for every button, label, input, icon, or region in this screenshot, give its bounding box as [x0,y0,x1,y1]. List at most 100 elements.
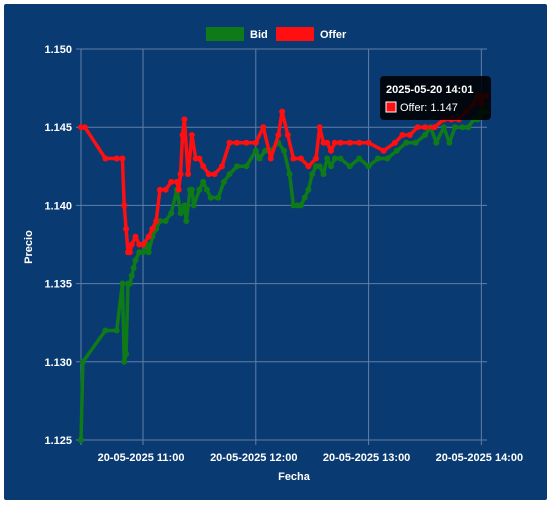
series-layer[interactable] [78,92,490,443]
y-axis-title: Precio [23,230,35,264]
data-point-bid [168,210,175,217]
data-point-bid [200,178,207,185]
data-point-offer [205,171,212,178]
data-point-offer [140,241,146,248]
series-offer [78,92,490,256]
data-point-offer [162,186,169,193]
data-point-bid [215,194,222,201]
data-point-bid [459,124,466,131]
data-point-bid [130,265,137,271]
data-point-offer [175,186,182,193]
data-point-bid [452,124,458,131]
data-point-bid [220,178,227,185]
data-point-bid [403,139,410,146]
data-point-bid [393,147,400,154]
data-point-bid [337,155,344,162]
data-point-offer [149,225,156,232]
data-point-offer [316,124,323,131]
data-point-bid [78,437,84,443]
series-line-bid [79,109,487,441]
data-point-offer [260,124,267,131]
data-point-offer [81,124,88,131]
data-point-offer [243,139,250,146]
data-point-offer [123,225,130,232]
x-tick-label: 20-05-2025 11:00 [98,452,185,464]
data-point-offer [337,139,344,146]
y-tick-label: 1.135 [44,279,72,291]
data-point-bid [243,163,250,170]
data-point-bid [140,249,146,256]
data-point-bid [226,171,233,178]
data-point-offer [275,132,282,138]
data-point-bid [145,249,152,256]
x-tick-label: 20-05-2025 13:00 [323,452,410,464]
data-point-bid [162,218,169,224]
data-point-bid [79,358,86,365]
data-point-offer [219,163,225,170]
data-point-offer [128,241,135,248]
tooltip-box [380,76,491,120]
data-point-bid [365,163,372,170]
data-point-offer [119,155,126,162]
data-point-bid [346,163,353,170]
data-point-offer [365,139,372,146]
data-point-offer [331,139,338,146]
data-point-bid [188,186,195,193]
data-point-bid [123,351,130,357]
data-point-bid [113,327,120,334]
data-point-bid [190,202,197,209]
data-point-offer [173,178,180,185]
data-point-bid [384,155,391,162]
data-point-bid [316,163,323,170]
data-point-offer [211,171,218,178]
y-tick-label: 1.130 [44,357,72,369]
price-line-chart[interactable]: 1.125 1.130 1.135 1.140 1.145 1.150 20-05-2025… [4,4,547,500]
data-point-offer [252,139,259,146]
data-point-bid [256,155,263,162]
legend: Bid Offer [206,27,347,41]
chart-panel: 1.125 1.130 1.135 1.140 1.145 1.150 20-05-2025… [4,4,547,500]
data-point-bid [446,139,453,146]
data-point-bid [465,124,472,131]
data-point-bid [177,210,184,217]
data-point-bid [331,155,338,162]
legend-item-bid[interactable]: Bid [206,27,268,41]
data-point-offer [422,124,428,131]
data-point-offer [267,155,274,162]
legend-item-offer[interactable]: Offer [276,27,347,41]
x-axis-title: Fecha [278,471,311,483]
data-point-offer [185,171,192,178]
tooltip-title: 2025-05-20 14:01 [386,84,473,96]
data-point-offer [399,132,406,138]
data-point-offer [153,218,160,224]
data-point-bid [128,272,135,279]
data-point-offer [356,139,363,146]
data-point-bid [121,358,128,365]
y-tick-label: 1.125 [44,435,72,447]
x-tick-label: 20-05-2025 12:00 [210,452,297,464]
legend-swatch-bid [206,27,244,41]
legend-label-offer: Offer [320,29,347,41]
data-point-bid [440,124,447,131]
data-point-bid [126,280,133,287]
y-tick-label: 1.150 [44,44,72,56]
data-point-bid [375,155,381,162]
data-point-offer [126,249,133,256]
y-tick-label: 1.140 [44,200,72,212]
data-point-offer [132,233,139,240]
data-point-bid [328,163,334,170]
data-point-bid [422,132,428,138]
data-point-offer [121,202,128,209]
axis-ticks: 1.125 1.130 1.135 1.140 1.145 1.150 20-05-2025… [44,44,523,464]
data-point-offer [431,124,438,131]
data-point-offer [328,147,334,154]
legend-label-bid: Bid [250,29,268,41]
data-point-offer [305,163,312,170]
data-point-bid [301,194,308,201]
y-tick-label: 1.145 [44,122,72,134]
x-tick-label: 20-05-2025 14:00 [436,452,523,464]
data-point-offer [226,139,233,146]
data-point-offer [196,155,203,162]
data-point-bid [196,186,203,193]
data-point-bid [132,257,139,264]
